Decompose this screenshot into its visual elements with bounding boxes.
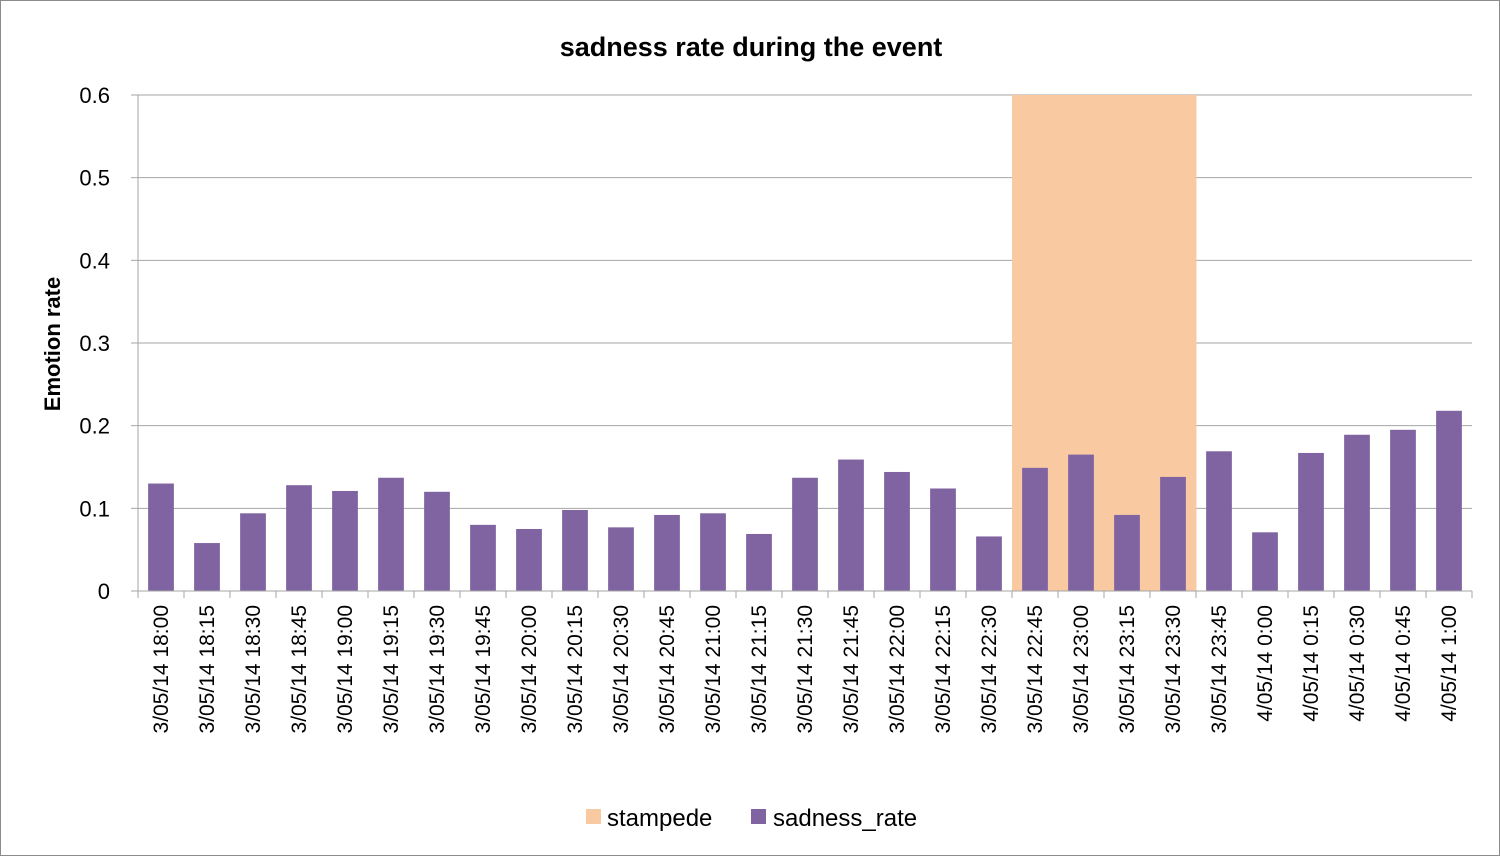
sadness-rate-bar [976, 536, 1002, 591]
sadness-rate-bar [516, 529, 542, 591]
sadness-rate-bar [884, 472, 910, 591]
sadness-rate-bar [1022, 468, 1048, 591]
x-tick-label: 3/05/14 23:30 [1162, 605, 1185, 733]
x-tick-label: 4/05/14 0:45 [1392, 605, 1415, 722]
y-tick-label: 0 [98, 579, 110, 604]
y-tick-label: 0.4 [79, 248, 110, 273]
sadness-rate-bar [700, 513, 726, 591]
sadness-rate-bar [148, 484, 174, 591]
sadness-rate-bar [332, 491, 358, 591]
legend-label-stampede: stampede [607, 805, 712, 832]
x-tick-label: 3/05/14 23:45 [1208, 605, 1231, 733]
sadness-rate-bar [746, 534, 772, 591]
sadness-rate-bar [1206, 451, 1232, 591]
sadness-rate-bar [470, 525, 496, 591]
x-tick-label: 3/05/14 20:30 [610, 605, 633, 733]
x-tick-label: 3/05/14 21:00 [702, 605, 725, 733]
x-tick-label: 3/05/14 19:45 [472, 605, 495, 733]
sadness-rate-bar [608, 527, 634, 591]
sadness-rate-bar [424, 492, 450, 591]
sadness-rate-bar [1344, 435, 1370, 591]
sadness-rate-bar [838, 460, 864, 591]
sadness-rate-bar [1252, 532, 1278, 591]
x-tick-label: 3/05/14 18:15 [196, 605, 219, 733]
x-tick-label: 3/05/14 19:30 [426, 605, 449, 733]
x-tick-label: 3/05/14 23:00 [1070, 605, 1093, 733]
sadness-rate-bar [240, 513, 266, 591]
x-tick-label: 3/05/14 19:00 [334, 605, 357, 733]
sadness-rate-bar [1298, 453, 1324, 591]
x-tick-label: 3/05/14 18:45 [288, 605, 311, 733]
sadness-rate-bar [378, 478, 404, 591]
x-tick-label: 4/05/14 0:00 [1254, 605, 1277, 722]
sadness-rate-bar [1160, 477, 1186, 591]
y-tick-labels: 0 0.1 0.2 0.3 0.4 0.5 0.6 [79, 83, 110, 604]
x-tick-label: 3/05/14 21:30 [794, 605, 817, 733]
y-tick-label: 0.5 [79, 166, 110, 191]
legend-swatch-stampede [586, 809, 601, 824]
x-tick-label: 3/05/14 20:45 [656, 605, 679, 733]
y-tick-label: 0.3 [79, 331, 110, 356]
sadness-rate-bar [792, 478, 818, 591]
x-tick-label: 3/05/14 22:00 [886, 605, 909, 733]
sadness-rate-bar [1390, 430, 1416, 591]
x-tick-label: 3/05/14 22:30 [978, 605, 1001, 733]
x-tick-label: 3/05/14 21:45 [840, 605, 863, 733]
x-tick-label: 3/05/14 18:00 [150, 605, 173, 733]
y-tick-label: 0.1 [79, 496, 110, 521]
x-tick-label: 3/05/14 20:15 [564, 605, 587, 733]
legend: stampede sadness_rate [586, 805, 917, 832]
sadness-rate-bar [286, 485, 312, 591]
x-tick-label: 3/05/14 19:15 [380, 605, 403, 733]
x-tick-label: 3/05/14 20:00 [518, 605, 541, 733]
sadness-rate-bar [930, 488, 956, 591]
y-tick-label: 0.6 [79, 83, 110, 108]
sadness-rate-bar [1114, 515, 1140, 591]
sadness-rate-series [148, 411, 1462, 591]
x-tick-label: 4/05/14 0:30 [1346, 605, 1369, 722]
x-tick-label: 3/05/14 18:30 [242, 605, 265, 733]
sadness-rate-bar [654, 515, 680, 591]
x-tick-label: 3/05/14 23:15 [1116, 605, 1139, 733]
chart-title: sadness rate during the event [560, 32, 943, 62]
sadness-rate-bar [194, 543, 220, 591]
legend-swatch-sadness-rate [751, 809, 766, 824]
x-tick-label: 4/05/14 1:00 [1438, 605, 1461, 722]
x-tick-label: 3/05/14 21:15 [748, 605, 771, 733]
y-tick-label: 0.2 [79, 414, 110, 439]
x-tick-label: 3/05/14 22:45 [1024, 605, 1047, 733]
sadness-rate-bar [562, 510, 588, 591]
y-axis-label: Emotion rate [40, 277, 65, 411]
gridlines [138, 95, 1472, 508]
x-tick-label: 3/05/14 22:15 [932, 605, 955, 733]
legend-label-sadness-rate: sadness_rate [773, 805, 917, 832]
sadness-rate-bar [1436, 411, 1462, 591]
sadness-rate-bar [1068, 455, 1094, 591]
x-tick-label: 4/05/14 0:15 [1300, 605, 1323, 722]
x-tick-labels: 3/05/14 18:00 3/05/14 18:15 3/05/14 18:30 3… [150, 605, 1461, 733]
